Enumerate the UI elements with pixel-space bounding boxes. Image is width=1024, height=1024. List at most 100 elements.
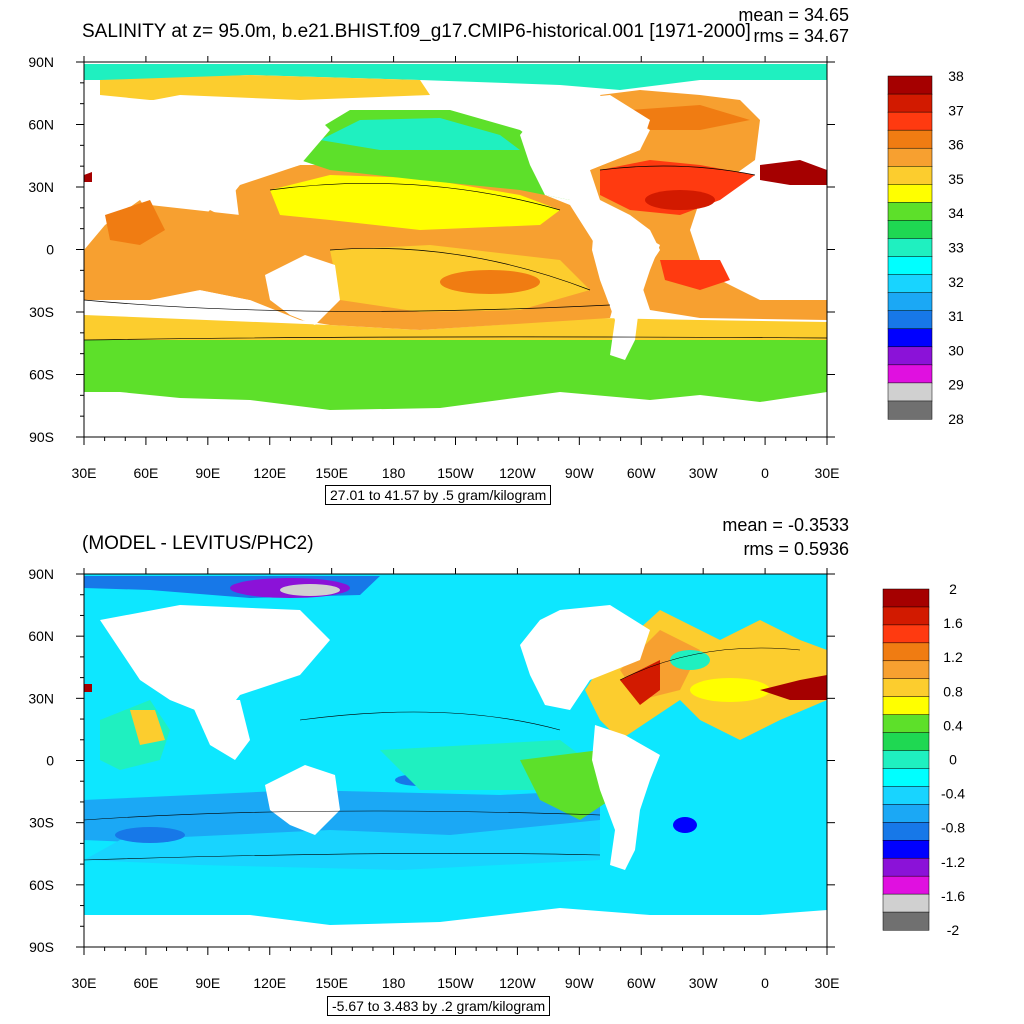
panel1-colorbar-label: 32 [948, 274, 964, 290]
panel2-range-label: -5.67 to 3.483 by .2 gram/kilogram [327, 996, 551, 1016]
panel1-colorbar-swatch [887, 202, 933, 221]
panel2-xtick-label: 30E [815, 975, 840, 991]
panel2-ytick-label: 90N [28, 566, 54, 582]
panel2-colorbar-label: -0.4 [941, 786, 965, 802]
panel2-colorbar-label: -0.8 [941, 820, 965, 836]
panel2-ytick-label: 60S [29, 877, 54, 893]
panel1-ytick-label: 30S [29, 304, 54, 320]
panel2-colorbar-swatch [882, 911, 930, 931]
panel1-colorbar-label: 31 [948, 308, 964, 324]
panel1-colorbar-label: 28 [948, 411, 964, 427]
panel1-colorbar-swatch [887, 166, 933, 185]
panel1-colorbar-label: 38 [948, 68, 964, 84]
panel1-colorbar-swatch [887, 93, 933, 113]
panel2-colorbar-swatch [882, 875, 930, 895]
panel2-xtick-label: 60E [133, 975, 158, 991]
panel1-ytick-label: 90N [28, 54, 54, 70]
panel1-continent-na [520, 95, 650, 200]
panel2-xtick-label: 180 [382, 975, 406, 991]
panel2-colorbar-swatch [882, 642, 930, 662]
panel2-continent-sa [592, 725, 660, 870]
panel1-xtick-label: 90E [195, 465, 220, 481]
panel2-colorbar-swatch [882, 804, 930, 823]
panel2-continent-na [520, 605, 650, 710]
panel1-xtick-label: 30W [689, 465, 719, 481]
panel1-colorbar-label: 33 [948, 240, 964, 256]
panel1-xtick-label: 180 [382, 465, 406, 481]
panel2-ytick-label: 30N [28, 690, 54, 706]
panel2-xtick-label: 30E [72, 975, 97, 991]
panel2-colorbar-swatch [882, 768, 930, 787]
panel2-colorbar-label: 1.6 [943, 615, 963, 631]
panel1-colorbar-label: 36 [948, 137, 964, 153]
panel1-colorbar-swatch [887, 364, 933, 384]
panel2-xtick-label: 150W [437, 975, 474, 991]
panel1-xtick-label: 150W [437, 465, 474, 481]
panel2-colorbar-swatch [882, 714, 930, 734]
panel2-colorbar-swatch [882, 588, 930, 608]
panel1-colorbar-label: 35 [948, 171, 964, 187]
panel2-colorbar-swatch [882, 696, 930, 716]
panel1-colorbar-swatch [887, 400, 933, 420]
panel1-colorbar-label: 34 [948, 205, 964, 221]
panel2-colorbar-swatch [882, 606, 930, 626]
panel2-xtick-label: 120W [499, 975, 536, 991]
panel2-title: (MODEL - LEVITUS/PHC2) [82, 533, 314, 554]
panel1-southern-ocean [84, 340, 827, 410]
panel1-colorbar-swatch [887, 129, 933, 149]
panel2-xtick-label: 150E [315, 975, 348, 991]
panel1-mean: mean = 34.65 [738, 5, 849, 25]
panel1-atlantic [590, 90, 827, 320]
panel2-xtick-label: 120E [253, 975, 286, 991]
panel2-continent-australia [265, 765, 340, 835]
panel1-colorbar-swatch [887, 111, 933, 131]
panel1-ytick-label: 90S [29, 429, 54, 445]
panel2-colorbar-label: 0.4 [943, 717, 963, 733]
panel2-mean: mean = -0.3533 [722, 515, 849, 535]
panel2-colorbar-label: -1.2 [941, 854, 965, 870]
panel1-continent-australia [265, 255, 340, 325]
panel1-colorbar-swatch [887, 310, 933, 330]
panel2-colorbar-swatch [882, 840, 930, 859]
panel1-ytick-label: 60S [29, 367, 54, 383]
panel2-rms: rms = 0.5936 [743, 539, 849, 559]
panel2-colorbar-label: -2 [947, 922, 960, 938]
panel1-continent-antarctica [84, 398, 827, 437]
panel2-colorbar-swatch [882, 678, 930, 698]
panel1-colorbar-swatch [887, 382, 933, 402]
panel2-colorbar-swatch [882, 732, 930, 752]
panel2-xtick-label: 60W [627, 975, 657, 991]
panel2-colorbar-label: 0 [949, 752, 957, 768]
panel1-xtick-label: 30E [72, 465, 97, 481]
panel1-xtick-label: 60W [627, 465, 657, 481]
panel1-colorbar-label: 30 [948, 342, 964, 358]
panel1-colorbar-swatch [887, 238, 933, 258]
panel2-colorbar-swatch [882, 660, 930, 680]
panel1-xtick-label: 30E [815, 465, 840, 481]
panel1-xtick-label: 0 [761, 465, 769, 481]
panel2-xtick-label: 30W [689, 975, 719, 991]
panel2-colorbar-swatch [882, 786, 930, 805]
panel1-rms: rms = 34.67 [753, 26, 849, 46]
panel1-ytick-label: 30N [28, 179, 54, 195]
panel1-colorbar-swatch [887, 274, 933, 294]
panel1-xtick-label: 120W [499, 465, 536, 481]
panel2-continent-antarctica [84, 908, 827, 947]
panel1-colorbar-swatch [887, 184, 933, 203]
panel1-colorbar-swatch [887, 328, 933, 348]
panel1-map [83, 61, 828, 438]
panel2-ytick-label: 60N [28, 628, 54, 644]
panel1-xtick-label: 90W [565, 465, 595, 481]
panel2-colorbar-label: 2 [949, 581, 957, 597]
panel1-xtick-label: 120E [253, 465, 286, 481]
panel1-continent-americas-sa [592, 215, 660, 360]
panel1-colorbar-swatch [887, 75, 933, 95]
panel1-colorbar-swatch [887, 147, 933, 167]
panel2-map [83, 573, 828, 948]
panel2-colorbar-label: 0.8 [943, 683, 963, 699]
panel2-colorbar-label: -1.6 [941, 888, 965, 904]
panel1-xtick-label: 60E [133, 465, 158, 481]
panel1-colorbar-swatch [887, 256, 933, 276]
panel1-colorbar-swatch [887, 220, 933, 240]
